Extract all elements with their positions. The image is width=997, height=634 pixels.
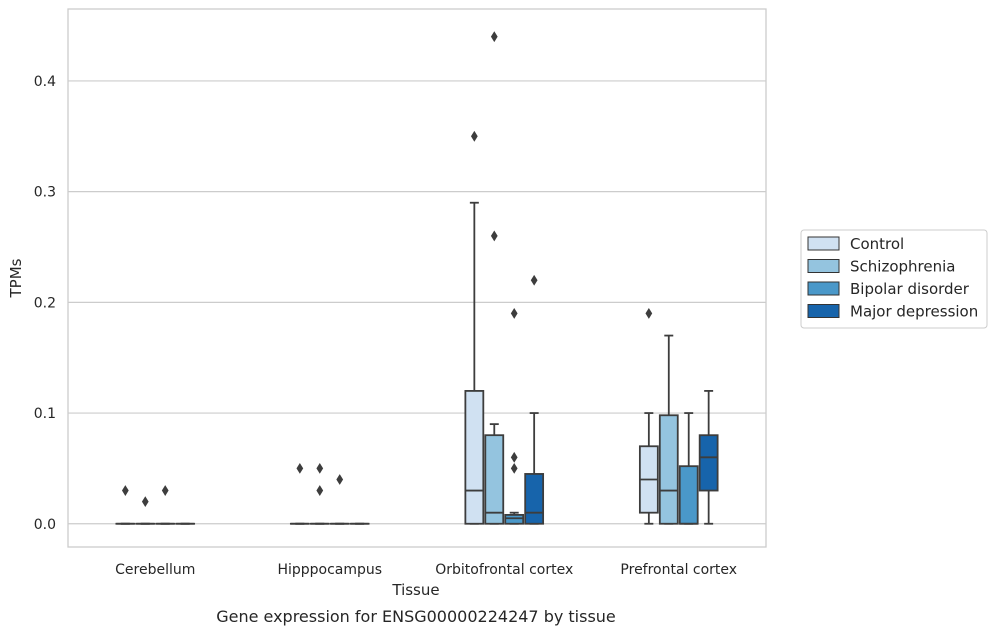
- outlier-point: [510, 308, 518, 319]
- y-tick-label: 0.3: [34, 185, 56, 201]
- box-iqr: [698, 434, 719, 492]
- x-axis-label: Tissue: [391, 581, 439, 599]
- box-group: [698, 390, 719, 525]
- box-group: [135, 496, 156, 525]
- y-tick-label: 0.2: [34, 295, 56, 311]
- box-group: [678, 412, 699, 525]
- legend-entry-label: Bipolar disorder: [850, 280, 970, 298]
- outlier-point: [316, 485, 324, 496]
- box-group: [155, 485, 176, 525]
- plot-frame: [67, 8, 767, 548]
- x-tick-label: Hipppocampus: [277, 562, 382, 578]
- legend-entry-label: Control: [850, 235, 904, 253]
- x-tick-label: Cerebellum: [115, 562, 195, 578]
- box-group: [115, 485, 136, 525]
- outlier-point: [316, 463, 324, 474]
- legend-swatch: [807, 259, 840, 273]
- outlier-point: [121, 485, 129, 496]
- outlier-point: [530, 274, 538, 286]
- legend-entry-label: Schizophrenia: [850, 258, 955, 276]
- outlier-point: [510, 451, 518, 463]
- box-iqr: [678, 465, 699, 525]
- y-axis-label: TPMs: [7, 258, 25, 298]
- outlier-point: [490, 230, 498, 242]
- box-iqr: [504, 513, 525, 525]
- legend-frame: [800, 229, 988, 329]
- plot-boxes: [115, 31, 719, 525]
- box-group: [464, 130, 485, 525]
- box-iqr: [484, 434, 505, 525]
- y-tick-label: 0.1: [34, 406, 56, 422]
- box-group: [638, 308, 659, 525]
- legend-swatch: [807, 304, 840, 318]
- outlier-point: [141, 496, 149, 508]
- outlier-point: [645, 308, 653, 319]
- box-iqr: [464, 390, 485, 525]
- y-tick-label: 0.4: [34, 74, 56, 90]
- outlier-point: [490, 31, 498, 43]
- box-group: [289, 463, 310, 525]
- box-group: [658, 334, 679, 525]
- box-group: [484, 31, 505, 525]
- figure-caption: Gene expression for ENSG00000224247 by t…: [216, 607, 616, 626]
- outlier-point: [510, 463, 518, 474]
- legend-swatch: [807, 236, 840, 251]
- legend: Control Schizophrenia Bipolar disorder Majo…: [800, 229, 988, 329]
- legend-entry-label: Major depression: [850, 303, 978, 321]
- legend-swatch: [807, 281, 840, 296]
- box-group: [524, 274, 545, 525]
- outlier-point: [296, 463, 304, 474]
- box-group: [504, 308, 525, 525]
- outlier-point: [161, 485, 169, 496]
- outlier-point: [336, 474, 344, 485]
- y-axis-ticks: 0.0 0.1 0.2 0.3 0.4: [34, 74, 56, 533]
- x-axis-ticks: Cerebellum Hipppocampus Orbitofrontal cort…: [115, 562, 737, 578]
- outlier-point: [470, 130, 478, 142]
- y-tick-label: 0.0: [34, 517, 56, 533]
- box-group: [329, 474, 350, 525]
- box-iqr: [524, 473, 545, 525]
- x-tick-label: Prefrontal cortex: [620, 562, 737, 578]
- box-iqr: [658, 414, 679, 525]
- x-tick-label: Orbitofrontal cortex: [435, 562, 573, 578]
- box-group: [309, 463, 330, 525]
